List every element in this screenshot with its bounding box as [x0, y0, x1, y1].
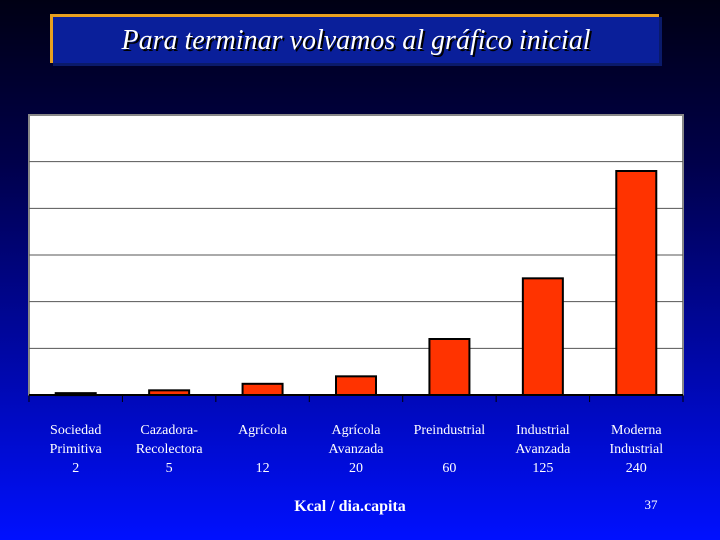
gridlines [29, 161, 683, 349]
x-axis-ticks [28, 395, 684, 402]
x-axis-label: Kcal / dia.capita [294, 498, 406, 515]
category-label-line: Agrícola [238, 423, 288, 438]
category-label-line: Recolectora [135, 442, 203, 457]
category-label: Moderna Industrial 240 [588, 421, 684, 478]
category-label-line [401, 440, 497, 459]
category-label: Cazadora- Recolectora 5 [121, 421, 217, 478]
bar [428, 338, 471, 396]
category-label-line: Industrial [609, 442, 664, 457]
slide-title: Para terminar volvamos al gráfico inicia… [121, 25, 591, 56]
value-label: 12 [255, 461, 270, 476]
category-label: Agrícola Avanzada 20 [308, 421, 404, 478]
category-label-line: Avanzada [328, 442, 384, 457]
slide-title-box: Para terminar volvamos al gráfico inicia… [50, 14, 659, 63]
category-label-line: Moderna [611, 423, 662, 438]
bar [521, 277, 564, 397]
category-label: Sociedad Primitiva 2 [28, 421, 124, 478]
category-label: Preindustrial 60 [401, 421, 497, 478]
category-label-line: Cazadora- [140, 423, 198, 438]
category-label-line [215, 440, 311, 459]
category-label-line: Primitiva [49, 442, 102, 457]
category-label-line: Preindustrial [413, 423, 486, 438]
category-label-line: Industrial [516, 423, 570, 438]
bars [54, 170, 658, 397]
value-label: 60 [442, 461, 457, 476]
value-label: 20 [349, 461, 363, 476]
value-label: 5 [165, 461, 173, 476]
value-label: 240 [625, 461, 647, 476]
category-label: Agrícola 12 [215, 421, 311, 478]
category-label-line: Avanzada [515, 442, 571, 457]
bar [615, 170, 658, 396]
category-label-line: Agrícola [331, 423, 381, 438]
value-label: 2 [72, 461, 80, 476]
bar [335, 375, 377, 397]
page-number: 37 [644, 497, 658, 512]
category-label: Industrial Avanzada 125 [495, 421, 591, 478]
value-label: 125 [532, 461, 554, 476]
category-label-line: Sociedad [50, 423, 102, 438]
bar [241, 382, 284, 396]
